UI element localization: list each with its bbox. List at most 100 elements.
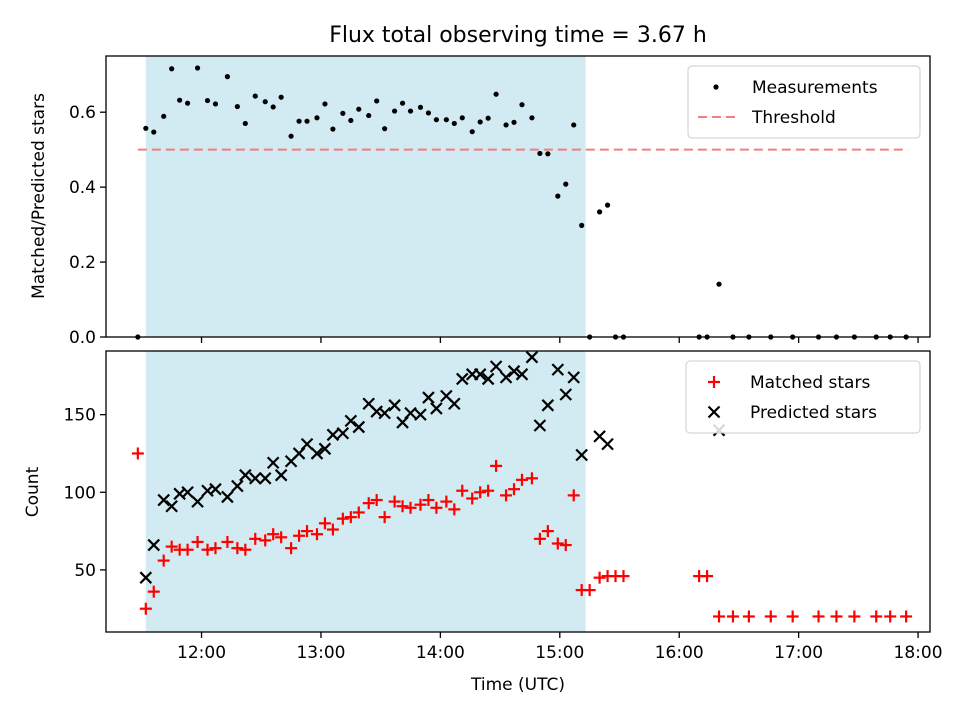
data-point [481, 372, 495, 386]
data-point-stroke [181, 485, 194, 499]
data-point [579, 222, 585, 228]
data-point [489, 360, 503, 373]
data-point [165, 499, 178, 513]
data-point-stroke [525, 350, 539, 364]
data-point-stroke [326, 428, 340, 442]
legend-marker [708, 376, 720, 388]
data-point [473, 368, 487, 381]
data-point [430, 402, 443, 415]
data-point [571, 122, 577, 128]
data-point-stroke [455, 372, 469, 386]
data-point [204, 97, 211, 104]
data-point [356, 106, 362, 112]
data-point [157, 493, 170, 507]
data-point [713, 610, 726, 623]
data-point [318, 442, 332, 456]
observing-interval-shade [145, 56, 586, 337]
data-point [374, 98, 380, 104]
plot-frame [105, 350, 931, 633]
data-point-stroke [139, 571, 153, 584]
data-point-stroke [201, 484, 214, 498]
data-point [310, 447, 324, 460]
data-point [370, 494, 383, 507]
data-point [563, 181, 569, 187]
data-point-stroke [473, 368, 487, 381]
data-point [266, 456, 280, 470]
data-point-stroke [231, 479, 244, 493]
data-point [378, 406, 391, 420]
data-point [212, 101, 219, 107]
data-point-stroke [551, 363, 565, 376]
y-tick-label: 0.2 [69, 253, 96, 273]
data-point [414, 408, 427, 421]
data-point [726, 610, 739, 623]
x-tick-label: 14:00 [416, 643, 465, 663]
data-point [326, 523, 339, 536]
data-point [551, 363, 565, 376]
data-point-stroke [310, 447, 324, 460]
data-point [191, 535, 204, 548]
data-point [764, 610, 777, 623]
data-point-stroke [489, 360, 503, 373]
data-point [318, 517, 331, 530]
data-point [559, 388, 573, 401]
data-point [559, 539, 572, 552]
data-point [388, 495, 401, 508]
data-point [275, 531, 288, 544]
top-y-axis-label: Matched/Predicted stars [29, 93, 49, 299]
data-point [242, 120, 248, 127]
data-point [378, 511, 391, 524]
data-point [830, 610, 843, 623]
y-tick-label: 50 [74, 561, 96, 581]
data-point [525, 350, 539, 364]
data-point [143, 125, 149, 131]
data-point [151, 129, 157, 135]
data-point [249, 532, 262, 545]
data-point [348, 117, 354, 124]
x-tick-label: 17:00 [774, 643, 823, 663]
data-point-stroke [378, 406, 391, 420]
data-point [508, 483, 521, 496]
data-point-stroke [239, 468, 252, 482]
data-point [503, 122, 509, 128]
data-point [533, 532, 546, 545]
data-point [221, 490, 234, 504]
data-point-stroke [515, 368, 529, 381]
data-point-stroke [266, 456, 280, 470]
data-point [181, 485, 194, 499]
data-point [900, 610, 913, 623]
data-point [433, 117, 439, 123]
data-point [209, 482, 222, 496]
data-point [525, 472, 538, 485]
data-point [161, 113, 167, 119]
data-point-stroke [559, 388, 573, 401]
data-point [340, 110, 346, 116]
data-point [425, 110, 432, 116]
y-tick-label: 0.6 [69, 103, 96, 123]
data-point [482, 484, 495, 497]
data-point [555, 193, 561, 199]
data-point [185, 100, 191, 106]
data-point [139, 602, 152, 615]
data-point-stroke [165, 499, 178, 513]
data-point-stroke [533, 419, 547, 432]
data-point [296, 118, 302, 124]
data-point [147, 585, 160, 598]
data-point [541, 525, 554, 538]
data-point [422, 494, 435, 507]
data-point-stroke [575, 448, 588, 462]
x-tick-label: 16:00 [655, 643, 704, 663]
data-point-stroke [388, 399, 401, 412]
data-point [382, 126, 388, 132]
data-point [515, 473, 528, 486]
data-point-stroke [593, 430, 606, 443]
data-point [388, 399, 401, 412]
data-point [139, 571, 153, 584]
data-point [209, 542, 222, 555]
data-point [567, 371, 581, 384]
bottom-y-axis-label: Count [23, 466, 43, 517]
data-point-stroke [209, 482, 222, 496]
data-point [267, 528, 280, 541]
data-point [352, 506, 365, 519]
data-point [430, 501, 443, 514]
